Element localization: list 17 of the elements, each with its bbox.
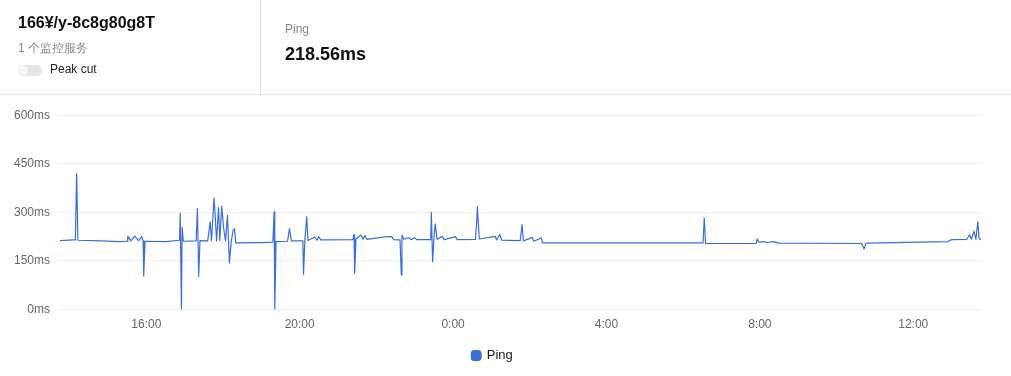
- chart-subtitle: 1 个监控服务: [18, 40, 89, 57]
- x-tick-label: 0:00: [441, 317, 466, 332]
- x-tick-label: 20:00: [284, 317, 316, 332]
- x-tick-label: 8:00: [748, 317, 772, 332]
- legend-label: Ping: [486, 347, 513, 363]
- text: Peak cut: [50, 62, 97, 76]
- y-tick-label: 600ms: [13, 107, 51, 122]
- x-tick-label: 4:00: [594, 317, 619, 332]
- text: Ping: [285, 22, 310, 36]
- y-tick-label: 450ms: [13, 156, 51, 171]
- x-tick-label: 16:00: [131, 317, 162, 332]
- x-tick-label: 12:00: [898, 317, 929, 332]
- y-tick-label: 300ms: [13, 204, 51, 219]
- y-tick-label: 150ms: [13, 253, 51, 268]
- chart-title: 166¥/y-8c8g80g8T: [18, 14, 155, 32]
- y-tick-label: 0ms: [27, 301, 51, 316]
- text: 218.56ms: [285, 44, 367, 65]
